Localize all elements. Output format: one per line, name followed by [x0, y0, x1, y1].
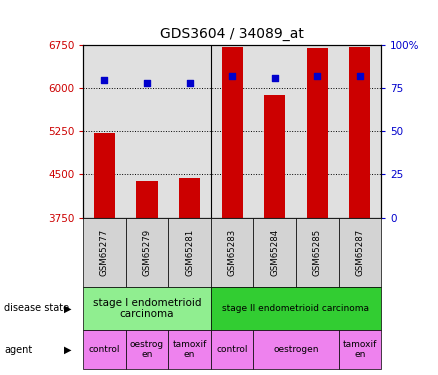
Text: tamoxif
en: tamoxif en — [173, 340, 207, 359]
Text: GSM65277: GSM65277 — [100, 228, 109, 276]
Text: control: control — [89, 345, 120, 354]
Text: stage II endometrioid carcinoma: stage II endometrioid carcinoma — [223, 304, 370, 313]
Point — [144, 80, 151, 86]
Text: agent: agent — [4, 345, 32, 355]
Text: stage I endometrioid
carcinoma: stage I endometrioid carcinoma — [93, 298, 201, 319]
Bar — [307, 48, 328, 217]
Bar — [179, 178, 200, 218]
Text: tamoxif
en: tamoxif en — [343, 340, 377, 359]
Text: oestrog
en: oestrog en — [130, 340, 164, 359]
Title: GDS3604 / 34089_at: GDS3604 / 34089_at — [160, 27, 304, 41]
Text: ▶: ▶ — [64, 303, 72, 313]
Point — [186, 80, 193, 86]
Point — [229, 73, 236, 79]
Bar — [349, 47, 371, 217]
Point — [101, 76, 108, 82]
Bar — [136, 181, 158, 218]
Text: oestrogen: oestrogen — [273, 345, 319, 354]
Text: GSM65281: GSM65281 — [185, 228, 194, 276]
Text: GSM65285: GSM65285 — [313, 228, 322, 276]
Bar — [264, 95, 285, 218]
Text: GSM65279: GSM65279 — [142, 229, 152, 276]
Text: control: control — [216, 345, 248, 354]
Bar — [222, 47, 243, 217]
Text: ▶: ▶ — [64, 345, 72, 355]
Text: GSM65283: GSM65283 — [228, 228, 237, 276]
Text: GSM65284: GSM65284 — [270, 228, 279, 276]
Bar — [94, 133, 115, 218]
Text: GSM65287: GSM65287 — [355, 228, 364, 276]
Point — [314, 73, 321, 79]
Point — [356, 73, 363, 79]
Text: disease state: disease state — [4, 303, 70, 313]
Point — [271, 75, 278, 81]
